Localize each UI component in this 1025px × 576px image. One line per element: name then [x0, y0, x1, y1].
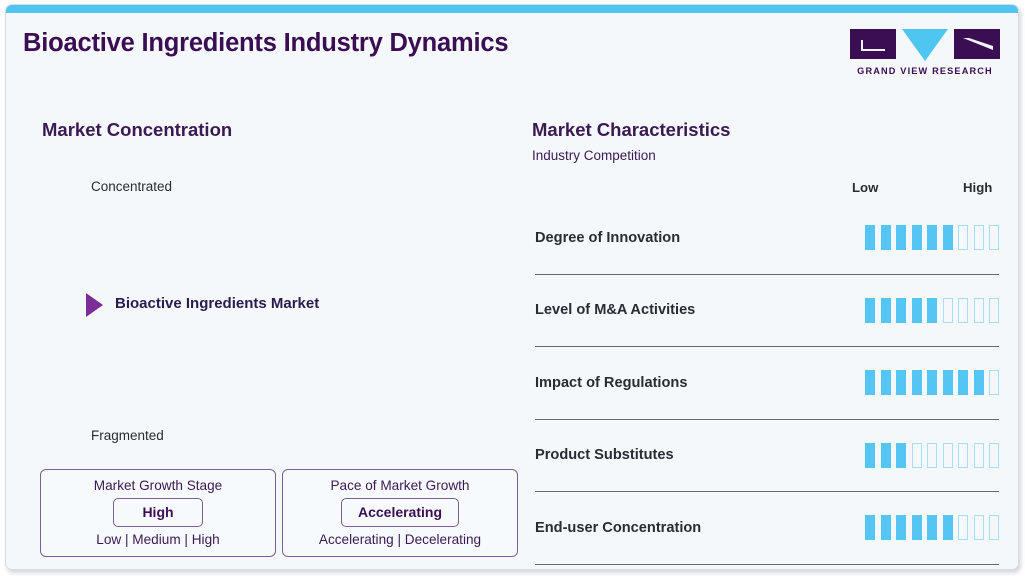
infographic-card: Bioactive Ingredients Industry Dynamics …	[5, 4, 1019, 570]
market-characteristics-subtitle: Industry Competition	[532, 148, 656, 163]
rating-segment-empty	[911, 442, 922, 468]
rating-segment-filled	[865, 442, 875, 468]
logo-block-right-icon	[954, 29, 1000, 59]
logo-triangle-icon	[902, 29, 948, 61]
logo-block-left-icon	[850, 29, 896, 59]
rating-segment-empty	[927, 442, 937, 468]
rating-segment-filled	[880, 370, 891, 396]
rating-segment-empty	[989, 297, 999, 323]
rating-segment-filled	[942, 225, 953, 251]
rating-segment-empty	[989, 225, 999, 251]
page-title: Bioactive Ingredients Industry Dynamics	[23, 29, 509, 57]
growth-stage-value: High	[113, 498, 203, 527]
rating-segment-filled	[927, 515, 937, 541]
rating-segment-filled	[927, 225, 937, 251]
logo-slash-icon	[963, 38, 993, 50]
characteristic-label: Product Substitutes	[535, 447, 674, 464]
top-accent-bar	[6, 5, 1018, 13]
characteristic-label: Degree of Innovation	[535, 229, 681, 246]
rating-segment-empty	[958, 442, 968, 468]
rating-segment-empty	[958, 225, 968, 251]
market-position-marker-icon	[86, 293, 103, 318]
characteristic-label: Level of M&A Activities	[535, 302, 696, 319]
logo-wordmark: GRAND VIEW RESEARCH	[857, 66, 993, 76]
logo-notch-icon	[861, 40, 885, 51]
rating-segment-empty	[989, 370, 999, 396]
concentration-gradient-bar	[44, 176, 84, 451]
rating-segment-filled	[896, 370, 906, 396]
rating-segment-filled	[880, 515, 891, 541]
rating-segment-empty	[973, 225, 984, 251]
rating-segment-filled	[911, 297, 922, 323]
characteristic-row: Level of M&A Activities	[535, 275, 999, 347]
scale-low-label: Low	[852, 180, 879, 195]
rating-segment-filled	[942, 515, 953, 541]
rating-segment-empty	[973, 297, 984, 323]
rating-segment-filled	[880, 442, 891, 468]
rating-segment-filled	[911, 515, 922, 541]
rating-segment-filled	[896, 442, 906, 468]
rating-segment-filled	[896, 515, 906, 541]
characteristic-rating-bars	[865, 225, 999, 251]
rating-segment-empty	[958, 297, 968, 323]
concentration-bottom-label: Fragmented	[91, 428, 164, 443]
rating-segment-empty	[973, 442, 984, 468]
rating-segment-empty	[989, 442, 999, 468]
rating-segment-empty	[942, 442, 953, 468]
rating-segment-filled	[865, 515, 875, 541]
pace-of-market-growth-box: Pace of Market Growth Accelerating Accel…	[282, 469, 518, 557]
rating-segment-filled	[927, 370, 937, 396]
rating-segment-filled	[865, 370, 875, 396]
growth-pace-title: Pace of Market Growth	[330, 478, 470, 493]
market-position-label: Bioactive Ingredients Market	[115, 295, 320, 313]
rating-segment-filled	[927, 297, 937, 323]
rating-segment-empty	[942, 297, 953, 323]
rating-segment-filled	[880, 225, 891, 251]
rating-segment-filled	[865, 225, 875, 251]
concentration-top-label: Concentrated	[91, 179, 173, 194]
rating-segment-empty	[958, 515, 968, 541]
growth-stage-scale: Low | Medium | High	[96, 532, 220, 547]
rating-segment-filled	[896, 297, 906, 323]
rating-segment-filled	[896, 225, 906, 251]
rating-segment-filled	[958, 370, 968, 396]
characteristic-row: Product Substitutes	[535, 420, 999, 492]
characteristic-rating-bars	[865, 442, 999, 468]
logo-marks	[850, 29, 1000, 61]
rating-segment-filled	[880, 297, 891, 323]
characteristic-rating-bars	[865, 370, 999, 396]
characteristic-label: End-user Concentration	[535, 519, 702, 536]
characteristic-label: Impact of Regulations	[535, 374, 688, 391]
growth-pace-value: Accelerating	[340, 498, 460, 527]
market-growth-stage-box: Market Growth Stage High Low | Medium | …	[40, 469, 276, 557]
characteristic-row: Degree of Innovation	[535, 202, 999, 275]
market-characteristics-title: Market Characteristics	[532, 119, 731, 140]
growth-pace-scale: Accelerating | Decelerating	[318, 532, 482, 547]
rating-segment-filled	[911, 225, 922, 251]
characteristic-row: End-user Concentration	[535, 492, 999, 565]
brand-logo: GRAND VIEW RESEARCH	[850, 29, 1000, 76]
market-concentration-title: Market Concentration	[42, 119, 233, 140]
characteristic-rating-bars	[865, 297, 999, 323]
rating-segment-empty	[989, 515, 999, 541]
growth-stage-title: Market Growth Stage	[93, 478, 223, 493]
rating-segment-filled	[865, 297, 875, 323]
characteristics-rows: Degree of Innovation Level of M&A Activit…	[535, 202, 999, 565]
characteristic-row: Impact of Regulations	[535, 347, 999, 420]
characteristic-rating-bars	[865, 515, 999, 541]
rating-segment-filled	[942, 370, 953, 396]
rating-segment-filled	[911, 370, 922, 396]
rating-segment-filled	[973, 370, 984, 396]
rating-segment-empty	[973, 515, 984, 541]
scale-high-label: High	[963, 180, 993, 195]
